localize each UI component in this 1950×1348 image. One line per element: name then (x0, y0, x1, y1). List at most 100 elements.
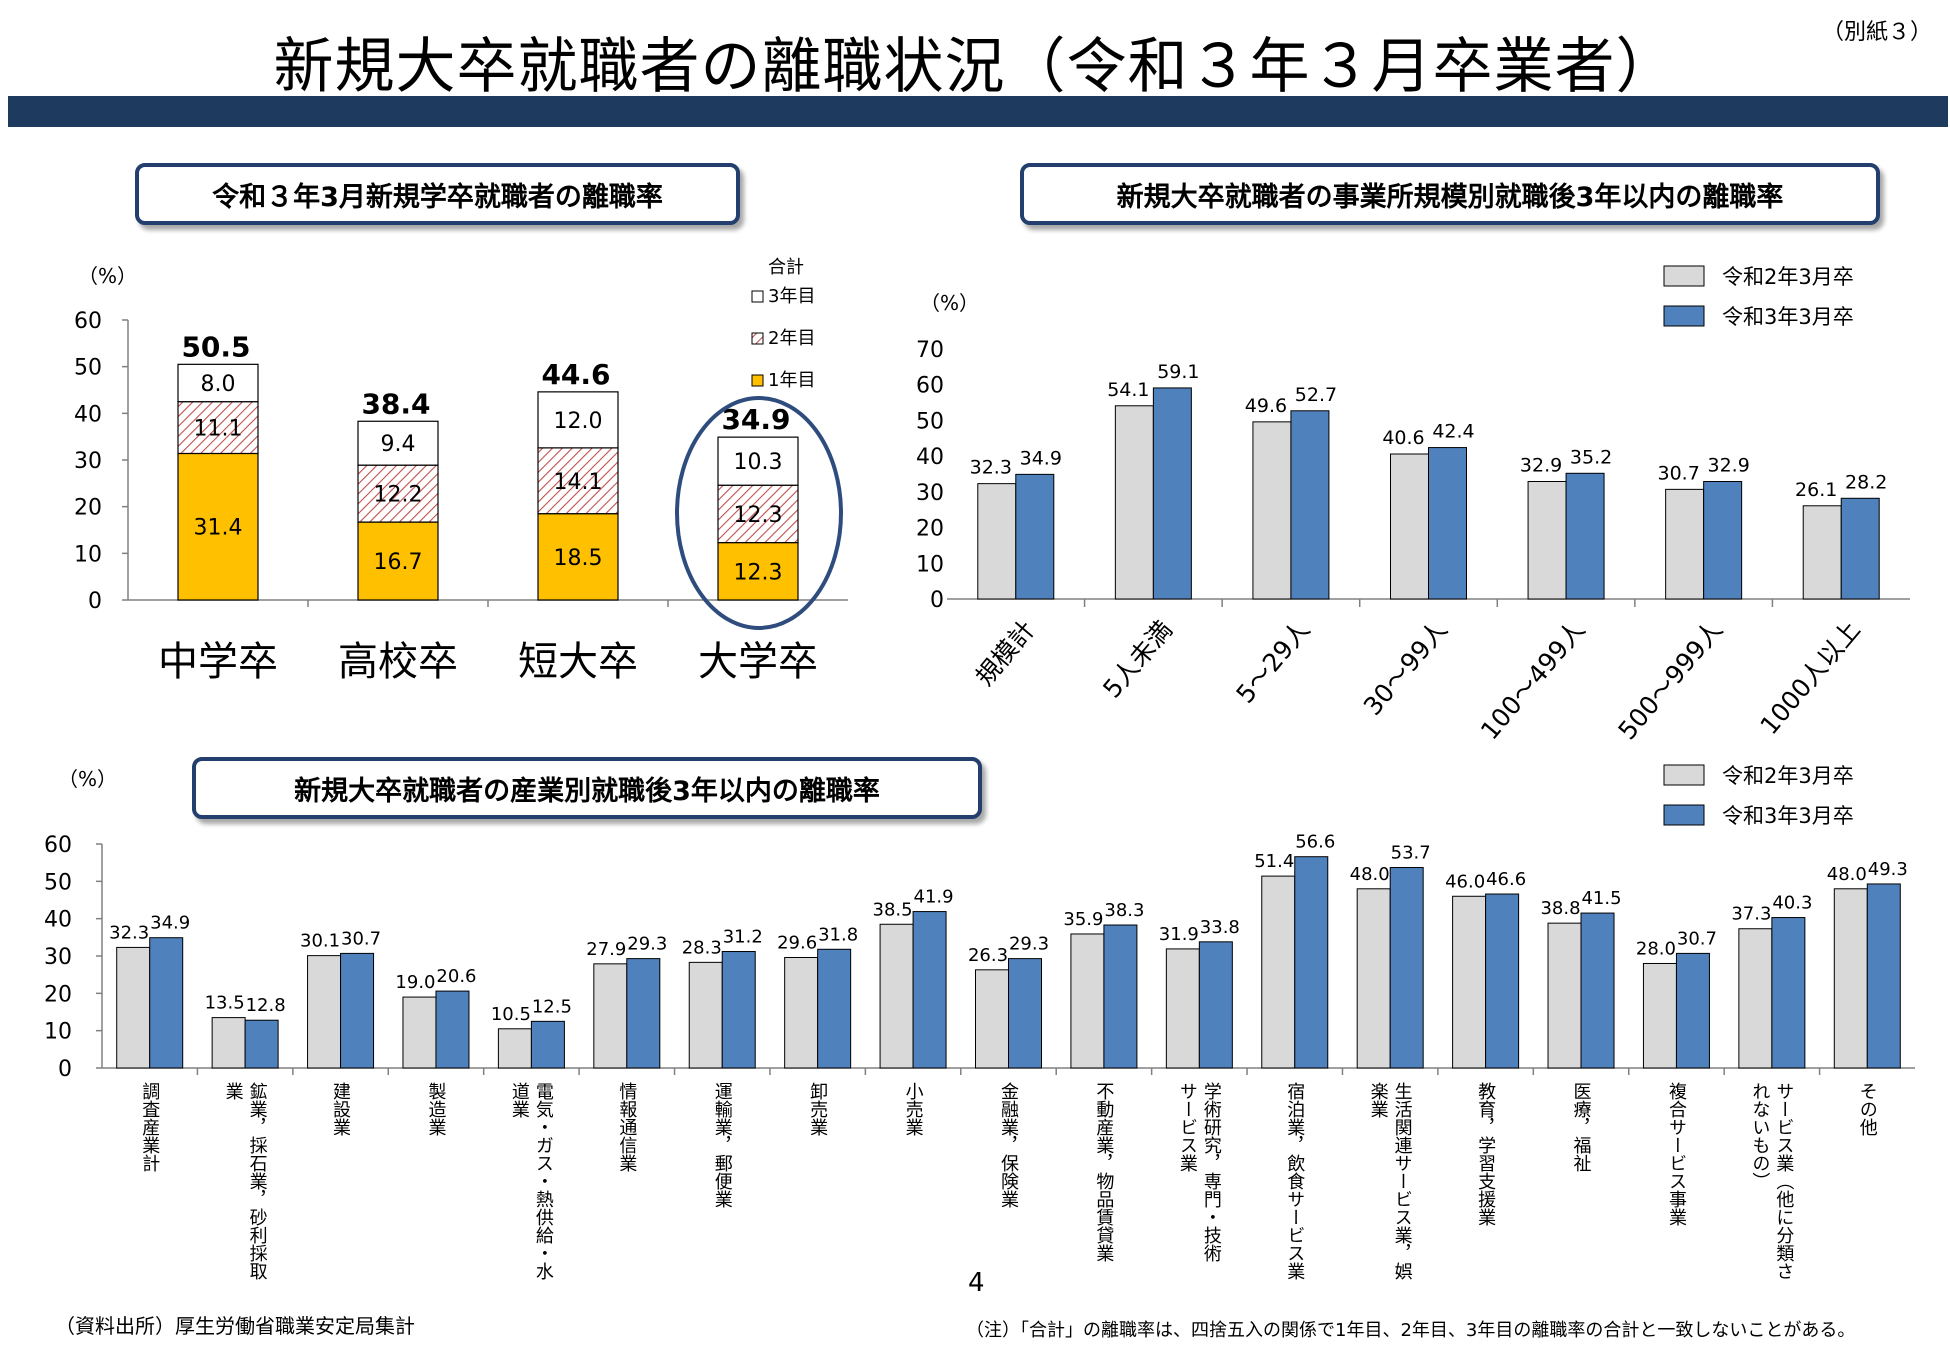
chart3-category-label: 小売業 (903, 1082, 924, 1136)
chart3-value-label: 31.8 (818, 924, 858, 945)
chart3-category-label: サービス業 (1177, 1082, 1198, 1172)
chart1-bar-2年目 (537, 447, 619, 515)
chart3-bar-令和3年3月卒 (626, 958, 661, 1069)
chart3-value-label: 28.3 (682, 937, 722, 958)
chart1-value-label: 9.4 (381, 432, 416, 457)
footnote: （注）「合計」の離職率は、四捨五入の関係で1年目、2年目、3年目の離職率の合計と… (966, 1320, 1856, 1341)
chart3-value-label: 29.3 (1009, 934, 1049, 955)
chart2-bar-令和2年3月卒 (977, 483, 1017, 600)
chart1-bar-1年目 (537, 513, 619, 601)
chart3-bar-令和2年3月卒 (1356, 888, 1391, 1069)
chart2-value-label: 32.9 (1520, 455, 1562, 477)
chart1-value-label: 8.0 (201, 372, 236, 397)
source-note: （資料出所）厚生労働省職業安定局集計 (55, 1314, 415, 1338)
chart3-category-label: 建設業 (330, 1082, 351, 1136)
chart3-value-label: 20.6 (436, 966, 476, 987)
chart1-highlight-ellipse (675, 396, 843, 630)
chart3-bar-令和3年3月卒 (721, 951, 756, 1069)
chart2-ytick: 70 (916, 338, 944, 363)
chart2-value-label: 40.6 (1382, 427, 1424, 449)
chart2-value-label: 32.9 (1707, 455, 1749, 477)
chart3-bar-令和2年3月卒 (211, 1017, 246, 1069)
chart2-ytick: 50 (916, 409, 944, 434)
chart3-bar-令和3年3月卒 (912, 911, 947, 1069)
chart3-category-label: れないもの） (1749, 1082, 1770, 1190)
chart1-value-label: 31.4 (194, 516, 243, 541)
chart3-bar-令和2年3月卒 (975, 969, 1009, 1069)
chart3-bar-令和2年3月卒 (688, 961, 723, 1069)
chart1-legend-label: 3年目 (768, 286, 815, 307)
chart3-value-label: 32.3 (109, 922, 149, 943)
chart2-value-label: 34.9 (1020, 447, 1062, 469)
chart2-value-label: 35.2 (1570, 446, 1612, 468)
chart3-category-label: 業 (223, 1082, 244, 1100)
page-title: 新規大卒就職者の離職状況（令和３年３月卒業者） (273, 32, 1677, 102)
chart3-category-label: 調査産業計 (139, 1082, 160, 1172)
chart3-bar-令和3年3月卒 (435, 990, 470, 1069)
chart2-legend-label: 令和3年3月卒 (1722, 305, 1854, 329)
chart2-bar-令和3年3月卒 (1152, 387, 1192, 600)
chart3-bar-令和3年3月卒 (149, 937, 184, 1069)
chart1-bar-3年目 (537, 391, 619, 449)
chart1-total-label: 44.6 (541, 358, 610, 391)
chart3-category-label: 生活関連サービス業，娯 (1392, 1082, 1413, 1280)
chart3-bar-令和2年3月卒 (1642, 962, 1677, 1069)
chart2-ytick: 30 (916, 481, 944, 506)
chart3-bar-令和3年3月卒 (1771, 917, 1806, 1069)
chart1-value-label: 10.3 (734, 450, 783, 475)
chart3-ytick: 20 (44, 982, 72, 1007)
chart3-category-label: 卸売業 (807, 1082, 828, 1136)
chart2-category-label: 500～999人 (1613, 615, 1729, 745)
chart3-bar-令和2年3月卒 (593, 963, 628, 1069)
chart3-value-label: 38.5 (873, 899, 913, 920)
chart1-ytick: 50 (74, 356, 102, 381)
chart3-category-label: 鉱業，採石業，砂利採取 (247, 1082, 268, 1280)
chart1-bar-1年目 (357, 521, 439, 601)
chart2-bar-令和2年3月卒 (1114, 405, 1154, 600)
chart3-ytick: 60 (44, 833, 72, 858)
chart1-ytick: 60 (74, 309, 102, 334)
chart3-ytick: 10 (44, 1020, 72, 1045)
chart1-ytick: 0 (88, 589, 102, 614)
chart3-value-label: 56.6 (1295, 832, 1335, 853)
chart2-category-label: 5人未満 (1097, 615, 1178, 703)
chart3-value-label: 12.8 (246, 995, 286, 1016)
chart3-legend-label: 令和2年3月卒 (1722, 764, 1854, 788)
chart1-category-label: 中学卒 (158, 639, 278, 685)
chart3-value-label: 10.5 (491, 1004, 531, 1025)
chart3-bar-令和3年3月卒 (1580, 912, 1615, 1069)
chart1-legend-swatch (751, 290, 764, 303)
chart3-value-label: 29.3 (627, 934, 667, 955)
chart3-bar-令和2年3月卒 (1738, 928, 1773, 1069)
chart2-category-label: 5～29人 (1230, 615, 1315, 708)
chart3-ytick: 50 (44, 870, 72, 895)
chart2-category-label: 30～99人 (1358, 615, 1453, 721)
chart2-value-label: 28.2 (1845, 471, 1887, 493)
chart2-category-label: 1000人以上 (1754, 615, 1865, 740)
chart3-category-label: 電気・ガス・熱供給・水 (533, 1082, 554, 1280)
chart3-value-label: 28.0 (1636, 938, 1676, 959)
chart2-title: 新規大卒就職者の事業所規模別就職後3年以内の離職率 (1020, 163, 1880, 225)
chart3-bar-令和2年3月卒 (497, 1028, 532, 1069)
chart3-bar-令和2年3月卒 (1261, 875, 1296, 1069)
chart3-value-label: 48.0 (1827, 864, 1867, 885)
chart3-value-label: 34.9 (150, 913, 190, 934)
chart3-category-label: 情報通信業 (616, 1082, 637, 1172)
chart1-value-label: 12.2 (374, 483, 423, 508)
header-bar (8, 96, 1948, 127)
attachment-label: （別紙３） (1821, 20, 1932, 45)
chart1-value-label: 12.3 (734, 560, 783, 585)
chart3-category-label: 不動産業，物品賃貸業 (1093, 1082, 1114, 1262)
page-number: 4 (968, 1268, 985, 1298)
chart3-value-label: 35.9 (1063, 909, 1103, 930)
chart1-value-label: 16.7 (374, 550, 423, 575)
chart1-value-label: 14.1 (554, 470, 603, 495)
chart2-ytick: 40 (916, 445, 944, 470)
chart1-legend-label: 2年目 (768, 328, 815, 349)
chart3-bar-令和2年3月卒 (1452, 895, 1487, 1069)
chart2-value-label: 49.6 (1245, 395, 1287, 417)
chart2-legend-swatch (1663, 265, 1705, 287)
chart3-bar-令和3年3月卒 (1103, 924, 1138, 1069)
chart2-value-label: 26.1 (1795, 479, 1837, 501)
chart3-legend-swatch (1663, 764, 1705, 786)
